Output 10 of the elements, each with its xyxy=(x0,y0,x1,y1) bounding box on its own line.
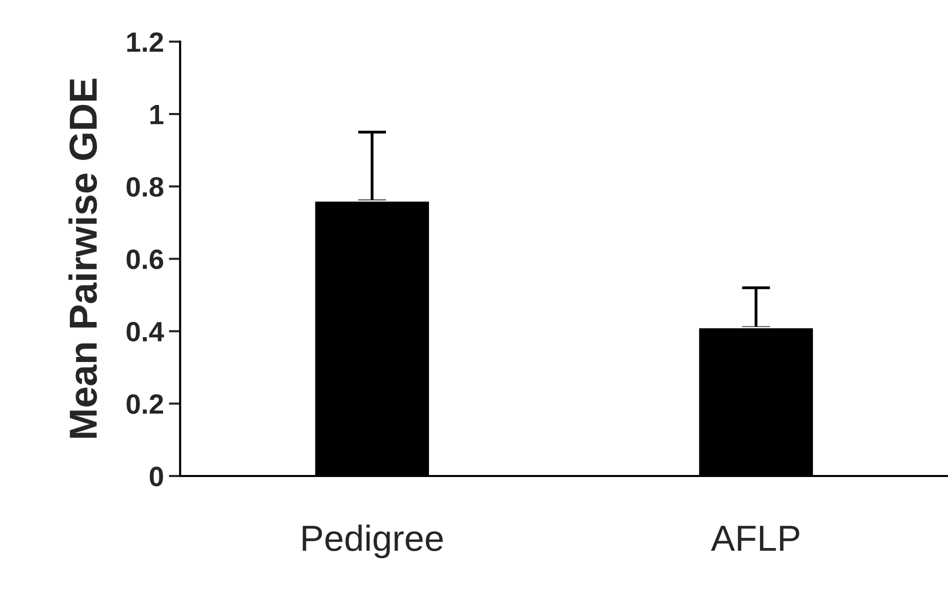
y-tick-label: 1.2 xyxy=(127,32,164,52)
y-tick-label: 0.4 xyxy=(126,322,164,342)
x-tick-label: Pedigree xyxy=(302,524,443,558)
y-tick-label: 0 xyxy=(150,466,164,486)
y-axis-title: Mean Pairwise GDE xyxy=(68,78,98,438)
y-tick-label: 0.8 xyxy=(126,177,164,197)
y-tick-label: 0.2 xyxy=(126,394,164,414)
y-tick-label: 0.6 xyxy=(126,249,164,270)
y-tick-label: 1 xyxy=(150,104,164,124)
x-tick-label: AFLP xyxy=(710,526,800,551)
